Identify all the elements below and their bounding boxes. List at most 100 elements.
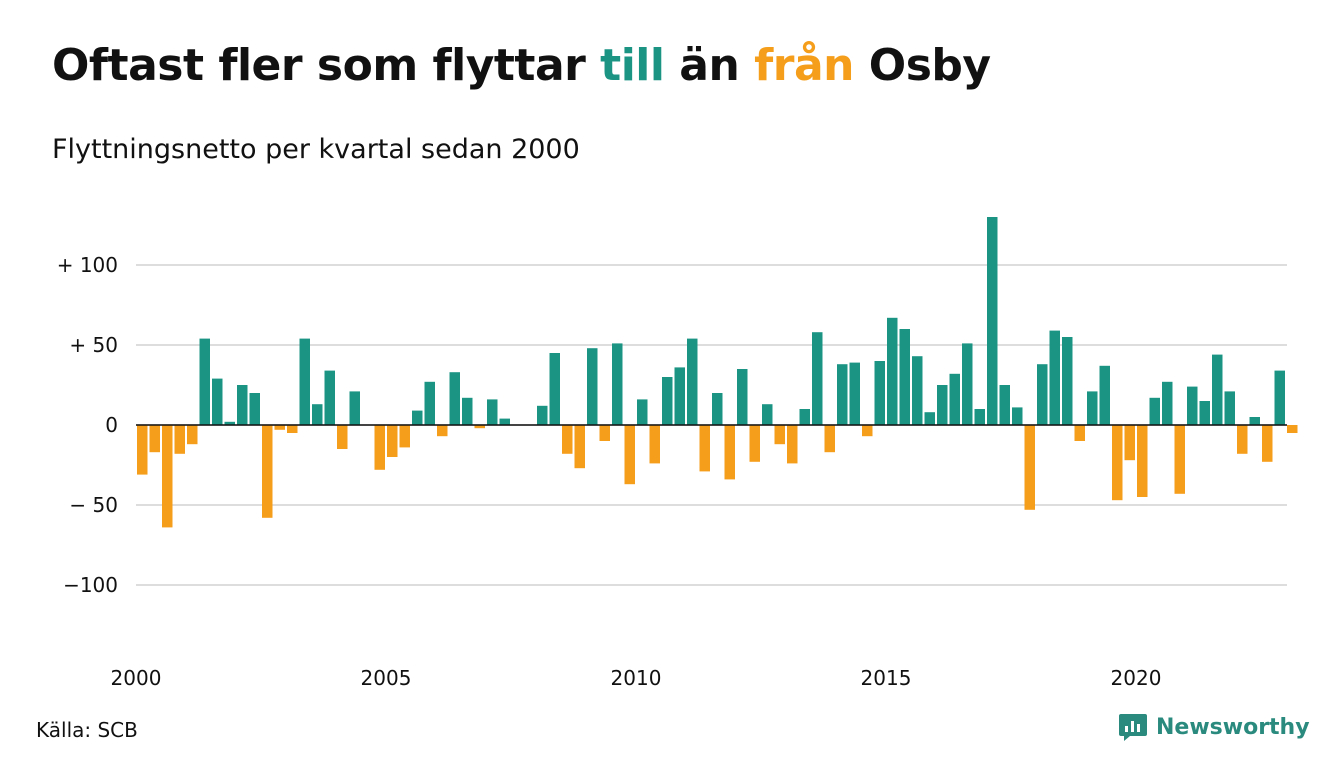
bar <box>999 385 1010 425</box>
bar <box>287 425 298 433</box>
bar <box>674 367 685 425</box>
bar <box>212 378 223 425</box>
bar <box>774 425 785 445</box>
bar <box>824 425 835 453</box>
chart-title: Oftast fler som flyttar till än från Osb… <box>52 40 991 91</box>
x-tick-label: 2010 <box>611 666 662 690</box>
bar <box>312 404 323 425</box>
bar <box>899 329 910 425</box>
y-tick-label: + 100 <box>57 253 118 277</box>
bar <box>649 425 660 464</box>
y-axis: + 100 + 50 0 − 50 −100 <box>57 253 118 597</box>
bar <box>424 381 435 425</box>
bar <box>687 338 698 425</box>
bar <box>574 425 585 469</box>
bar <box>137 425 148 475</box>
bar <box>262 425 273 518</box>
bar <box>887 317 898 425</box>
bar <box>249 393 260 425</box>
bar <box>1049 330 1060 425</box>
title-part-2: än <box>664 40 755 91</box>
bar <box>737 369 748 425</box>
bar <box>224 421 235 425</box>
bar <box>499 418 510 425</box>
bar <box>562 425 573 454</box>
bar <box>1274 370 1285 425</box>
bar <box>599 425 610 441</box>
bar <box>337 425 348 449</box>
title-word-out: från <box>754 40 854 91</box>
bar <box>149 425 160 453</box>
bar <box>474 425 485 429</box>
brand-name: Newsworthy <box>1156 714 1310 740</box>
bar <box>1187 386 1198 425</box>
bar <box>862 425 873 437</box>
bar <box>1124 425 1135 461</box>
bar <box>299 338 310 425</box>
bar <box>799 409 810 425</box>
bar <box>487 399 498 425</box>
x-tick-label: 2020 <box>1111 666 1162 690</box>
bar <box>174 425 185 454</box>
bar <box>949 373 960 425</box>
bar <box>1212 354 1223 425</box>
bar <box>974 409 985 425</box>
bar <box>1162 381 1173 425</box>
x-axis: 2000 2005 2010 2015 2020 <box>111 666 1162 690</box>
title-part-3: Osby <box>853 40 991 91</box>
x-tick-label: 2005 <box>361 666 412 690</box>
bar <box>412 410 423 425</box>
bar <box>812 332 823 425</box>
bar <box>1237 425 1248 454</box>
bar <box>624 425 635 485</box>
source-label: Källa: SCB <box>36 718 138 742</box>
bar <box>1199 401 1210 425</box>
x-tick-label: 2000 <box>111 666 162 690</box>
bar <box>1012 407 1023 425</box>
bar <box>162 425 173 528</box>
bar <box>1224 391 1235 425</box>
bar <box>537 405 548 425</box>
bar <box>587 348 598 425</box>
bar <box>1087 391 1098 425</box>
bar <box>1099 365 1110 425</box>
y-tick-label: −100 <box>63 573 118 597</box>
bar <box>749 425 760 462</box>
title-word-in: till <box>600 40 665 91</box>
bar <box>1024 425 1035 510</box>
y-tick-label: 0 <box>105 413 118 437</box>
bar <box>274 425 285 430</box>
bar <box>1074 425 1085 441</box>
bar <box>987 217 998 425</box>
x-tick-label: 2015 <box>861 666 912 690</box>
bar <box>762 404 773 425</box>
bar <box>699 425 710 472</box>
y-tick-label: − 50 <box>69 493 118 517</box>
chart-subtitle: Flyttningsnetto per kvartal sedan 2000 <box>52 134 580 165</box>
bar <box>1137 425 1148 497</box>
bar <box>237 385 248 425</box>
bar <box>449 372 460 425</box>
bar <box>549 353 560 425</box>
newsworthy-logo-icon <box>1119 714 1147 741</box>
bar <box>1112 425 1123 501</box>
bar <box>399 425 410 448</box>
bar <box>1037 364 1048 425</box>
brand-logo: Newsworthy <box>1118 712 1310 742</box>
bar <box>387 425 398 457</box>
bar <box>437 425 448 437</box>
bar <box>924 412 935 425</box>
bar <box>937 385 948 425</box>
bar <box>462 397 473 425</box>
bar <box>912 356 923 425</box>
y-tick-label: + 50 <box>69 333 118 357</box>
bar <box>724 425 735 480</box>
bar <box>1262 425 1273 462</box>
bar <box>1174 425 1185 494</box>
bar <box>374 425 385 470</box>
bar <box>962 343 973 425</box>
bar <box>1287 425 1298 433</box>
bars <box>137 217 1298 528</box>
bar <box>349 391 360 425</box>
bar <box>1149 397 1160 425</box>
